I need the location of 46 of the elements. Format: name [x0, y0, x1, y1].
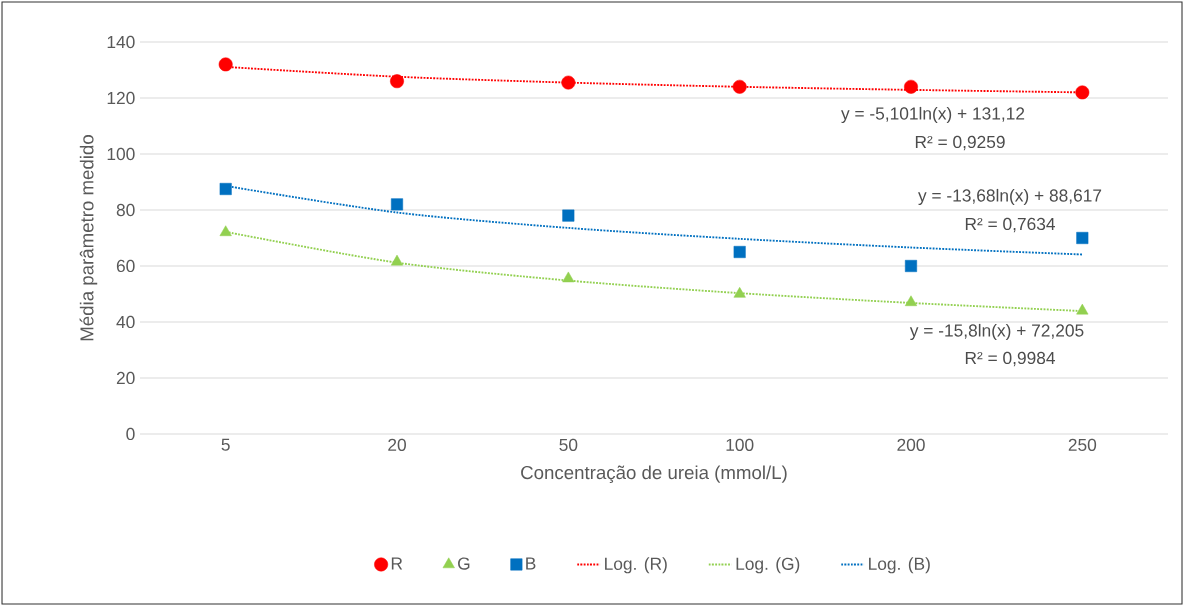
legend-label: Log. (R)	[605, 557, 667, 574]
point	[732, 79, 747, 94]
annotation: y = -15,8ln(x) + 72,205	[909, 323, 1084, 341]
y-tick-label: 40	[116, 315, 135, 329]
x-tick-label: 250	[1068, 438, 1097, 451]
point	[390, 74, 404, 89]
x-tick-label: 100	[726, 438, 754, 451]
y-tick-label: 60	[116, 259, 135, 273]
point	[733, 287, 746, 298]
y-tick-label: 20	[116, 371, 135, 385]
point	[218, 57, 233, 72]
y-tick-label: 100	[107, 147, 135, 161]
point	[562, 271, 575, 283]
y-tick-label: 80	[116, 203, 135, 217]
annotation: y = -5,101ln(x) + 131,12	[841, 106, 1025, 124]
point	[219, 225, 232, 236]
x-tick-label: 50	[559, 438, 578, 451]
legend-label: G	[458, 557, 470, 570]
point	[733, 245, 746, 258]
point	[904, 259, 917, 272]
legend-label: Log. (B)	[869, 557, 930, 574]
legend-label: Log. (G)	[736, 557, 800, 574]
point	[904, 295, 918, 306]
point	[562, 209, 575, 222]
x-tick-label: 20	[388, 438, 406, 451]
y-tick-label: 0	[126, 427, 135, 441]
point	[1075, 85, 1090, 100]
point	[561, 75, 576, 90]
point	[1076, 303, 1089, 315]
y-axis-title: Média parâmetro medido	[79, 135, 98, 341]
x-axis-title: Concentração de ureia (mmol/L)	[521, 465, 787, 483]
point	[904, 79, 918, 94]
y-tick-label: 120	[107, 91, 135, 105]
x-tick-label: 200	[897, 438, 925, 451]
point	[1076, 231, 1089, 244]
point	[219, 182, 232, 195]
point	[391, 198, 404, 211]
y-tick-label: 140	[107, 35, 135, 49]
legend-label: R	[391, 557, 403, 570]
x-tick-label: 5	[221, 438, 230, 451]
legend-label: B	[526, 557, 536, 570]
point	[390, 254, 404, 266]
annotation: R² = 0,9259	[915, 135, 1005, 151]
annotation: R² = 0,9984	[965, 351, 1056, 367]
annotation: R² = 0,7634	[965, 217, 1056, 233]
annotation: y = -13,68ln(x) + 88,617	[918, 188, 1102, 206]
